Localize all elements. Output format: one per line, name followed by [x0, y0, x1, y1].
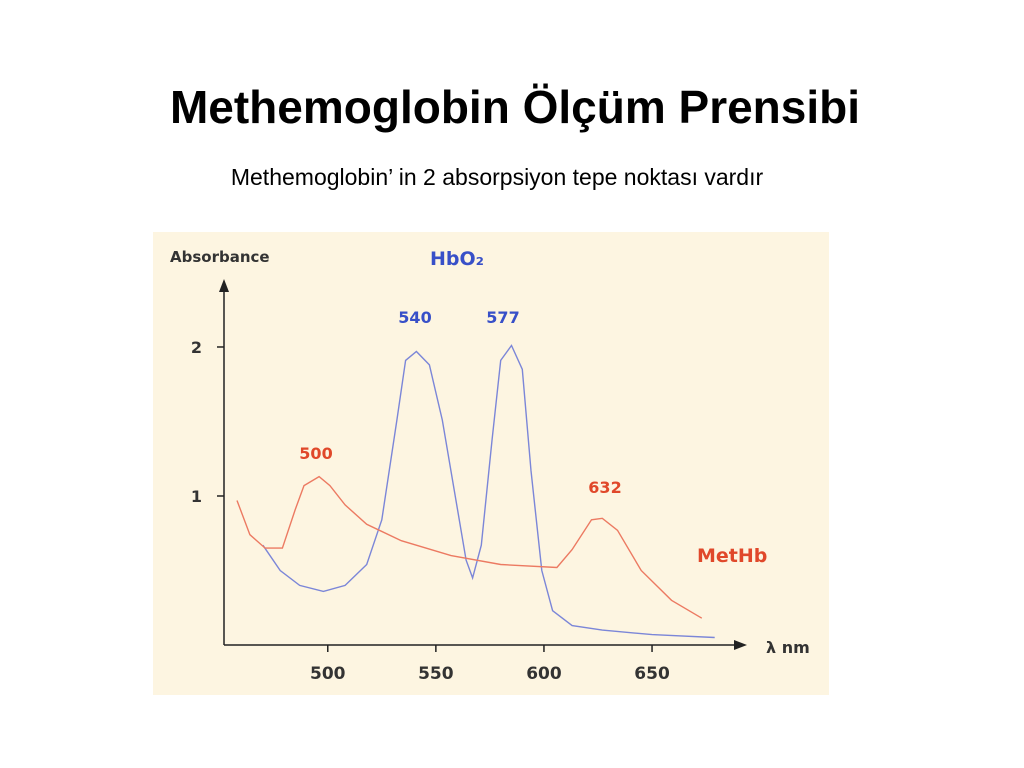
peak-label: 500 [299, 444, 332, 463]
legend-label: MetHb [697, 545, 767, 567]
x-axis-label: λ nm [766, 638, 810, 657]
series-line [236, 475, 703, 619]
legend-label: HbO₂ [430, 248, 484, 270]
chart-background [153, 232, 829, 695]
series-line [262, 344, 715, 639]
x-axis-arrow [734, 640, 747, 650]
y-axis-label: Absorbance [170, 248, 270, 266]
y-tick-label: 1 [191, 487, 202, 506]
slide-subtitle: Methemoglobin’ in 2 absorpsiyon tepe nok… [231, 164, 764, 190]
peak-label: 540 [398, 308, 431, 327]
x-tick-label: 600 [526, 664, 562, 684]
x-tick-label: 650 [634, 664, 670, 684]
peak-label: 632 [588, 478, 621, 497]
peak-label: 577 [486, 308, 519, 327]
x-tick-label: 550 [418, 664, 454, 684]
chart: Absorbance λ nm 1 2 500 550 600 650 HbO₂ MetHb 5… [153, 232, 829, 695]
slide-title: Methemoglobin Ölçüm Prensibi [170, 81, 860, 133]
x-tick-label: 500 [310, 664, 346, 684]
y-tick-label: 2 [191, 338, 202, 357]
y-axis-arrow [219, 279, 229, 292]
